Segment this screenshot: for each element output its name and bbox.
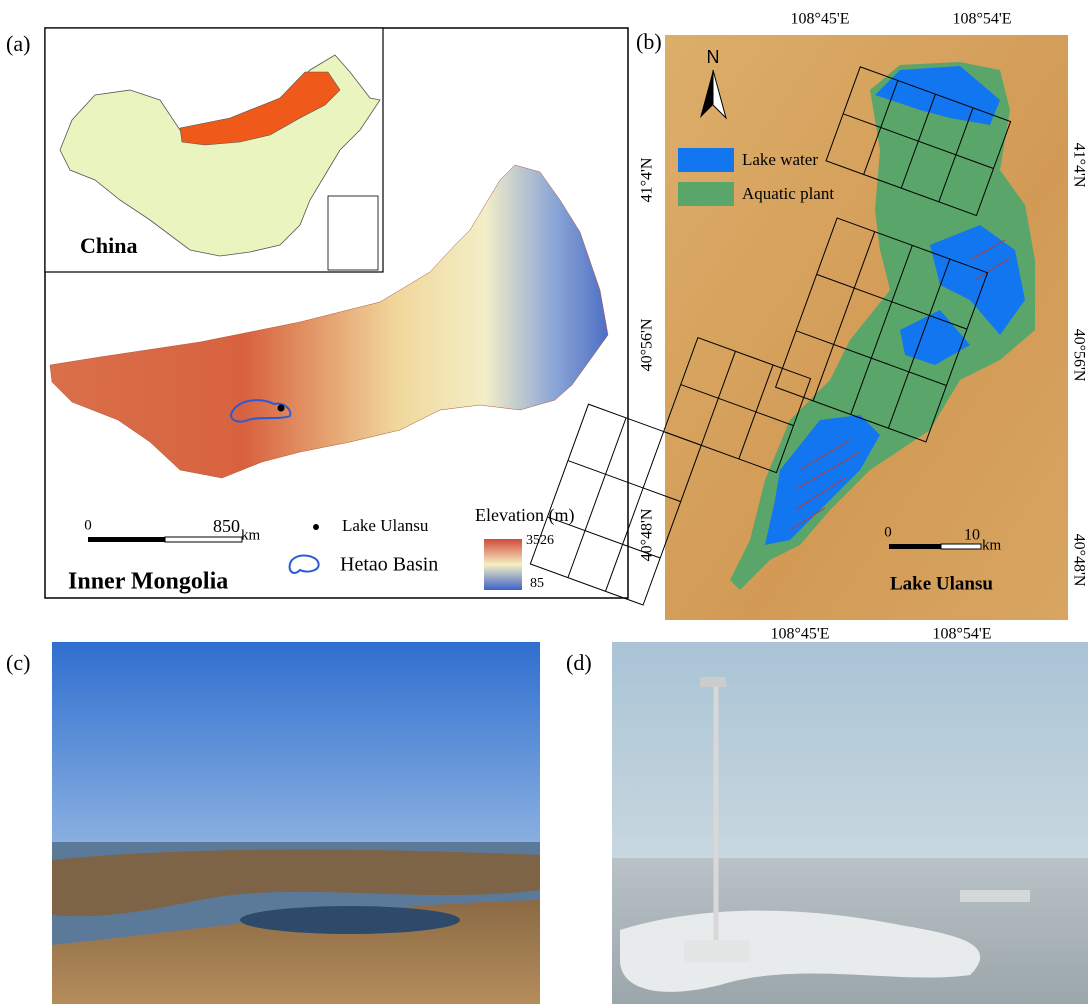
scale-start: 0: [884, 524, 892, 540]
bottom-tick-label: 108°45'E: [770, 626, 829, 643]
inner-mongolia-inset: [179, 71, 341, 146]
north-arrow-label: N: [707, 47, 720, 67]
inner-mongolia-map: [49, 164, 609, 479]
scale-bar: [164, 536, 243, 543]
photo-water: [240, 906, 460, 934]
panel-label: (b): [636, 29, 662, 54]
region-label: Inner Mongolia: [68, 569, 228, 595]
bottom-tick-label: 108°54'E: [932, 626, 991, 643]
legend-text: Lake water: [742, 150, 818, 169]
legend-outline: [288, 554, 320, 574]
scale-unit: km: [241, 527, 261, 543]
hetao-basin: [230, 399, 292, 423]
north-arrow: [700, 70, 713, 118]
sampling-grid: [529, 66, 1012, 606]
scale-unit: km: [982, 537, 1002, 553]
legend-text: Lake Ulansu: [342, 516, 429, 535]
right-tick-label: 40°56'N: [1070, 329, 1087, 382]
panel-label: (d): [566, 650, 592, 675]
inset-label: China: [80, 233, 137, 258]
photo-snow: [620, 910, 981, 992]
south-sea-inset: [327, 195, 379, 271]
panel-a: (a) China 0 850 km Inner Mongolia Lake U…: [6, 27, 629, 599]
hatching: [789, 239, 1011, 531]
legend-text: Aquatic plant: [742, 184, 834, 203]
left-tick-label: 40°48'N: [639, 508, 656, 561]
color-bar-min: 85: [530, 576, 544, 591]
legend-text: Hetao Basin: [340, 554, 438, 576]
north-arrow: [712, 69, 727, 120]
photo-tower-base: [684, 940, 750, 962]
legend-swatch: [678, 148, 734, 172]
scale-end: 10: [964, 527, 980, 544]
right-tick-label: 41°4'N: [1070, 143, 1087, 188]
scale-bar: [940, 543, 982, 550]
panel-d: (d): [566, 642, 1088, 1004]
panel-b: (b) N Lake water Aquatic plant 108°45'E …: [529, 11, 1087, 643]
photo-reeds: [52, 849, 540, 917]
top-tick-label: 108°54'E: [952, 11, 1011, 28]
scale-bar: [889, 544, 941, 549]
panel-label: (c): [6, 650, 30, 675]
scale-end: 850: [213, 516, 240, 536]
legend-point: [313, 524, 319, 530]
lake-water-area: [765, 66, 1025, 545]
panel-c: (c): [6, 642, 540, 1004]
color-bar: [484, 539, 522, 590]
color-bar-max: 3526: [526, 533, 554, 548]
left-tick-label: 40°56'N: [639, 318, 656, 371]
scale-bar: [88, 537, 165, 542]
scale-start: 0: [84, 517, 92, 533]
top-tick-label: 108°45'E: [790, 11, 849, 28]
photo-tower: [700, 677, 726, 687]
left-tick-label: 41°4'N: [639, 157, 656, 202]
photo-platform: [960, 890, 1030, 902]
map-label: Lake Ulansu: [890, 573, 993, 594]
legend-title: Elevation (m): [475, 505, 574, 526]
panel-label: (a): [6, 31, 30, 56]
right-tick-label: 40°48'N: [1070, 534, 1087, 587]
legend-swatch: [678, 182, 734, 206]
lake-point: [277, 404, 285, 412]
